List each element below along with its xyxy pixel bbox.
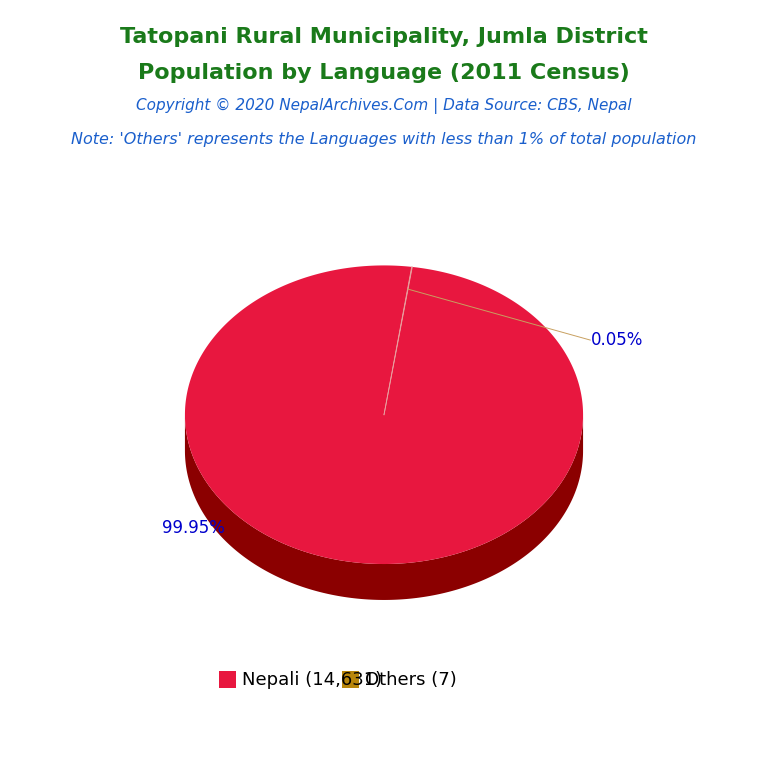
Text: Population by Language (2011 Census): Population by Language (2011 Census) [138, 63, 630, 83]
Text: Note: 'Others' represents the Languages with less than 1% of total population: Note: 'Others' represents the Languages … [71, 132, 697, 147]
Text: Copyright © 2020 NepalArchives.Com | Data Source: CBS, Nepal: Copyright © 2020 NepalArchives.Com | Dat… [136, 98, 632, 114]
Text: Tatopani Rural Municipality, Jumla District: Tatopani Rural Municipality, Jumla Distr… [120, 27, 648, 47]
Text: 0.05%: 0.05% [591, 331, 644, 349]
Polygon shape [384, 266, 412, 415]
Text: Nepali (14,631): Nepali (14,631) [242, 670, 382, 689]
Polygon shape [185, 266, 583, 564]
Polygon shape [185, 415, 583, 600]
Text: Others (7): Others (7) [365, 670, 456, 689]
Text: 99.95%: 99.95% [162, 519, 224, 537]
